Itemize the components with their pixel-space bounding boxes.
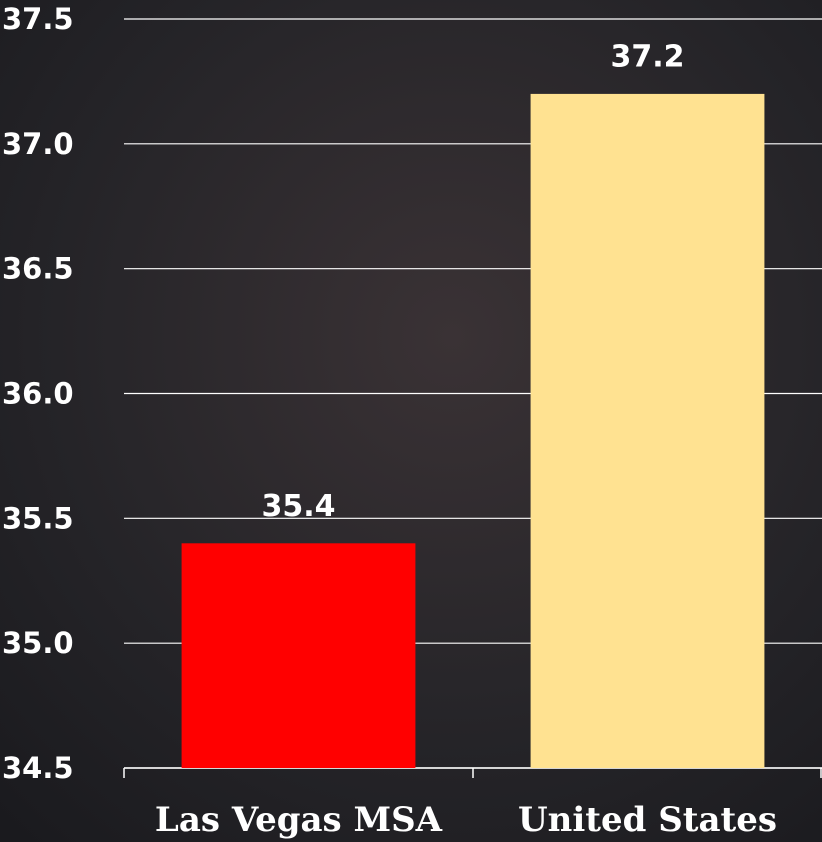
y-tick-label: 36.5 bbox=[2, 252, 74, 286]
x-tick-label: United States bbox=[518, 800, 777, 840]
y-tick-label: 37.5 bbox=[2, 2, 74, 36]
value-label: 35.4 bbox=[261, 489, 335, 524]
y-tick-label: 37.0 bbox=[2, 127, 74, 161]
bar bbox=[530, 93, 765, 768]
y-tick-label: 36.0 bbox=[2, 377, 74, 411]
value-label: 37.2 bbox=[610, 39, 684, 74]
x-tick-label: Las Vegas MSA bbox=[155, 800, 443, 840]
y-tick-label: 35.5 bbox=[2, 501, 74, 535]
y-tick-label: 34.5 bbox=[2, 751, 74, 785]
y-tick-label: 35.0 bbox=[2, 626, 74, 660]
bar bbox=[181, 543, 416, 768]
